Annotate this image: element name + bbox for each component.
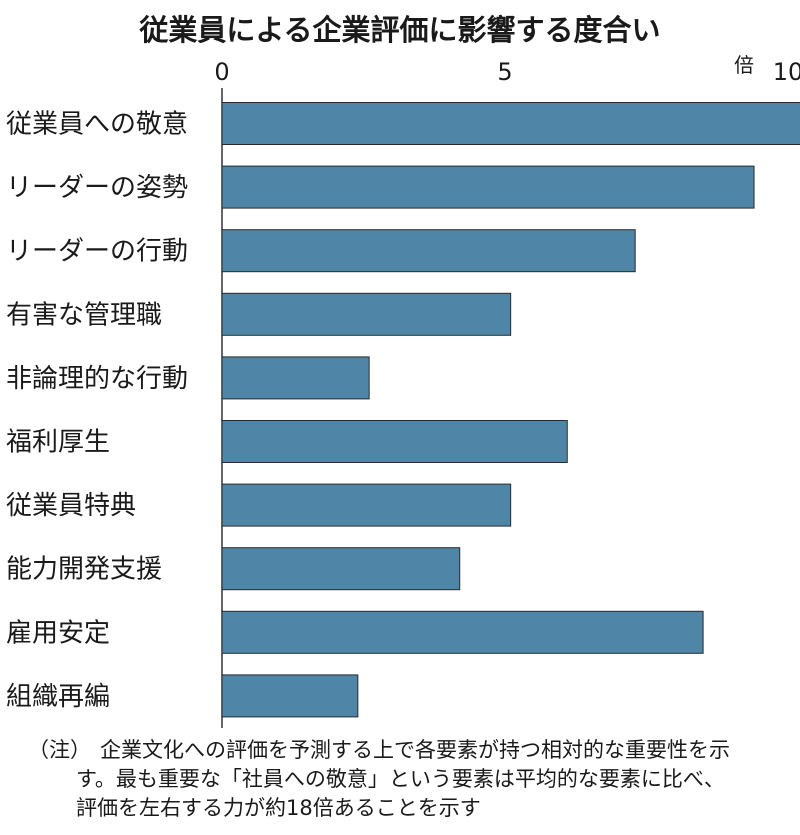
bar	[221, 674, 359, 718]
bar	[221, 165, 755, 209]
category-label: 従業員特典	[6, 491, 136, 521]
category-labels: 従業員への敬意リーダーの姿勢リーダーの行動有害な管理職非論理的な行動福利厚生従業…	[6, 110, 188, 712]
footnote-line-2: す。最も重要な「社員への敬意」という要素は平均的な要素に比べ、	[76, 767, 725, 791]
bar	[221, 102, 800, 145]
footnote-line-1: 企業文化への評価を予測する上で各要素が持つ相対的な重要性を示	[100, 738, 730, 762]
category-label: 能力開発支援	[6, 555, 162, 585]
bar	[221, 547, 461, 591]
bar	[221, 292, 512, 336]
category-label: リーダーの行動	[6, 237, 188, 267]
unit-label: 倍	[734, 53, 754, 77]
x-axis-ticks: 051015	[214, 58, 800, 86]
bar	[221, 229, 636, 273]
category-label: 非論理的な行動	[6, 364, 188, 394]
bar	[221, 610, 704, 654]
category-label: 従業員への敬意	[6, 110, 188, 140]
footnote-line-3: 評価を左右する力が約18倍あることを示す	[76, 796, 481, 820]
x-tick-label: 5	[497, 58, 512, 86]
bar	[221, 420, 568, 463]
category-label: 有害な管理職	[6, 300, 162, 330]
bars-group	[221, 102, 800, 718]
bar	[221, 356, 370, 400]
category-label: 福利厚生	[6, 428, 110, 458]
category-label: リーダーの姿勢	[6, 173, 188, 203]
category-label: 雇用安定	[6, 618, 110, 648]
chart-title: 従業員による企業評価に影響する度合い	[138, 13, 660, 47]
x-tick-label: 10	[773, 58, 800, 86]
bar	[221, 483, 512, 527]
category-label: 組織再編	[6, 682, 110, 712]
x-tick-label: 0	[214, 58, 229, 86]
bar-chart: 従業員による企業評価に影響する度合い 051015 倍 従業員への敬意リーダーの…	[6, 13, 800, 728]
footnote-prefix: （注）	[28, 738, 91, 762]
